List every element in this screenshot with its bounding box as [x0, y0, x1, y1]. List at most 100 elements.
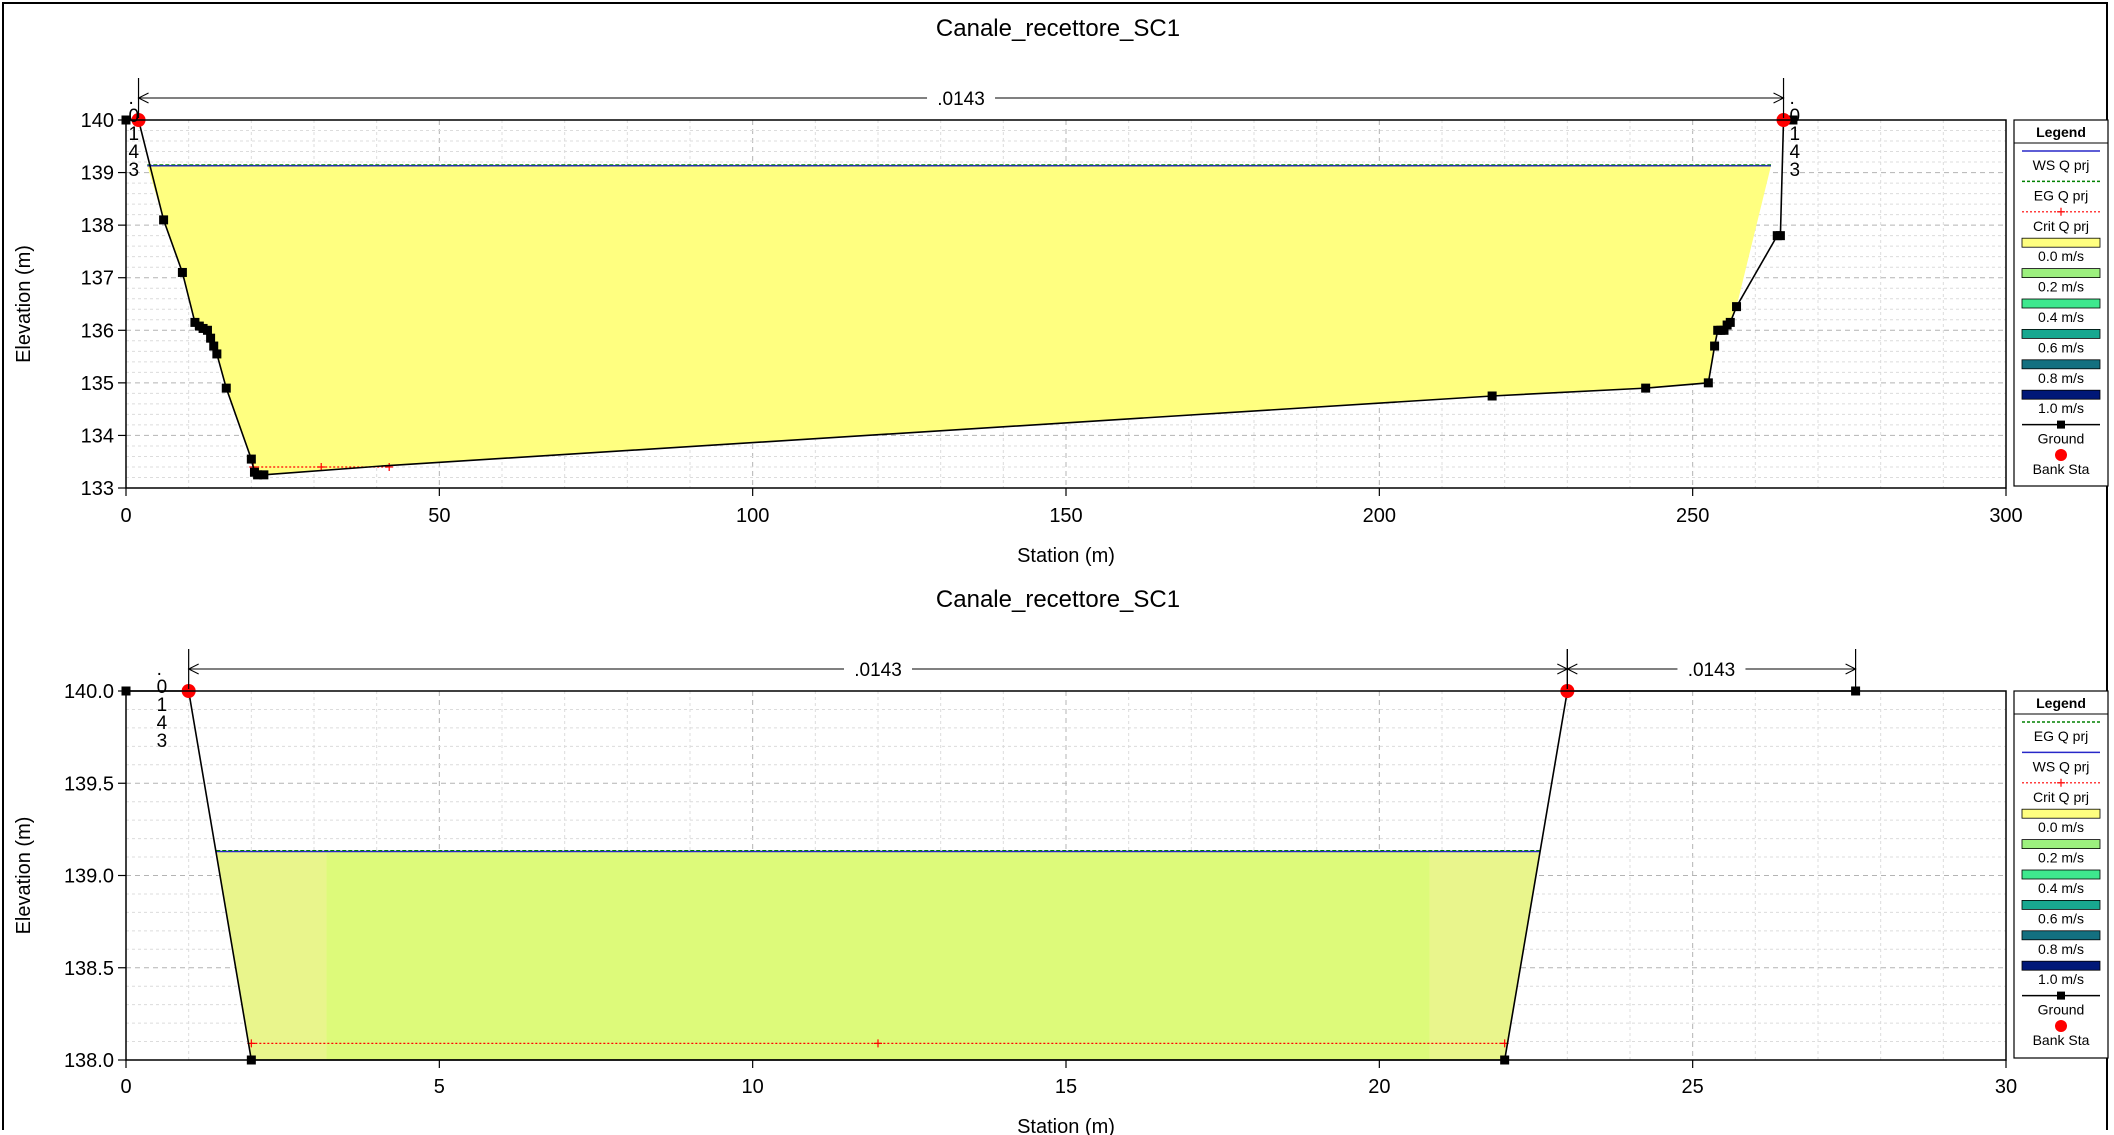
ground-point	[1703, 378, 1713, 388]
legend-item-label: 0.6 m/s	[2038, 339, 2084, 355]
bank-label-text: .	[157, 659, 162, 680]
legend-title: Legend	[2036, 124, 2086, 140]
manning-n-label: .0143	[1688, 660, 1736, 681]
x-tick-label: 100	[736, 505, 769, 527]
legend-item-label: 0.8 m/s	[2038, 370, 2084, 386]
y-tick-label: 137	[81, 268, 114, 290]
ground-point	[1719, 325, 1729, 335]
legend-color-swatch	[2021, 298, 2101, 309]
legend-item-label: 0.0 m/s	[2038, 819, 2084, 835]
legend-item-label: 0.0 m/s	[2038, 248, 2084, 264]
legend-color-swatch	[2021, 359, 2101, 370]
legend-ground-marker	[2057, 420, 2065, 429]
x-tick-label: 25	[1682, 1076, 1704, 1098]
legend-color-swatch	[2021, 389, 2101, 400]
legend-color-swatch	[2021, 268, 2101, 279]
y-tick-label: 135	[81, 373, 114, 395]
y-tick-label: 139.0	[64, 866, 114, 888]
water-area	[147, 165, 1772, 475]
bank-label-text: .	[129, 88, 134, 109]
ground-point	[212, 349, 222, 359]
x-tick-label: 0	[120, 1076, 131, 1098]
legend-bank-marker	[2055, 1020, 2067, 1032]
manning-arrow-head	[1773, 92, 1785, 104]
legend-item-label: Crit Q prj	[2033, 789, 2089, 805]
x-tick-label: 250	[1676, 505, 1709, 527]
y-tick-label: 136	[81, 320, 114, 342]
ground-point	[1775, 231, 1785, 241]
manning-n-label: .0143	[854, 660, 902, 681]
x-tick-label: 300	[1989, 505, 2022, 527]
bank-label-text: 4	[1790, 142, 1801, 163]
chart-title: Canale_recettore_SC1	[936, 586, 1180, 613]
y-tick-label: 134	[81, 425, 114, 447]
legend-item-label: WS Q prj	[2033, 758, 2090, 774]
crit-marker	[385, 462, 394, 471]
x-tick-label: 30	[1995, 1076, 2017, 1098]
y-tick-label: 140.0	[64, 681, 114, 703]
bank-label-text: .	[1790, 88, 1795, 109]
legend-item-label: 0.2 m/s	[2038, 279, 2084, 295]
legend: Legend WS Q prj EG Q prj Crit Q prj 0.0 m/s 0…	[2013, 119, 2109, 487]
manning-arrow-head	[1845, 663, 1857, 675]
y-axis-label: Elevation (m)	[13, 817, 35, 935]
ground-point	[259, 470, 269, 480]
ground-point	[159, 215, 169, 225]
ground-point	[206, 333, 216, 343]
legend-item-label: 0.8 m/s	[2038, 941, 2084, 957]
ground-point	[1732, 302, 1742, 312]
x-axis-label: Station (m)	[1017, 1116, 1115, 1135]
x-tick-label: 5	[434, 1076, 445, 1098]
legend-item-label: EG Q prj	[2034, 187, 2088, 203]
ground-point	[209, 341, 219, 351]
legend-item-label: EG Q prj	[2034, 728, 2088, 744]
bank-label-text: 4	[129, 142, 140, 163]
legend-color-swatch	[2021, 900, 2101, 910]
ground-point	[1710, 341, 1720, 351]
x-tick-label: 50	[428, 505, 450, 527]
velocity-band	[326, 851, 1430, 1060]
legend-crit-marker	[2057, 778, 2065, 787]
legend-item-label: 0.4 m/s	[2038, 880, 2084, 896]
ground-point	[1487, 391, 1497, 401]
legend-item-label: Ground	[2038, 431, 2085, 447]
legend-color-swatch	[2021, 237, 2101, 248]
x-tick-label: 150	[1049, 505, 1082, 527]
legend-crit-marker	[2057, 207, 2065, 216]
bank-label-text: 0	[1790, 106, 1801, 127]
crit-marker	[317, 462, 326, 471]
manning-arrow-head	[187, 663, 199, 675]
legend: Legend EG Q prj WS Q prj Crit Q prj 0.0 m/s 0…	[2013, 690, 2109, 1059]
bank-label-text: 1	[1790, 124, 1801, 145]
legend-bank-marker	[2055, 449, 2067, 461]
legend-item-label: Bank Sta	[2033, 461, 2090, 477]
legend-item-label: Bank Sta	[2033, 1032, 2090, 1048]
y-tick-label: 139.5	[64, 773, 114, 795]
y-tick-label: 139	[81, 163, 114, 185]
chart-title: Canale_recettore_SC1	[936, 15, 1180, 42]
ground-point	[1641, 383, 1651, 393]
legend-item-label: 0.4 m/s	[2038, 309, 2084, 325]
x-tick-label: 10	[742, 1076, 764, 1098]
ground-point	[202, 325, 212, 335]
x-tick-label: 20	[1368, 1076, 1390, 1098]
bank-label-text: 1	[157, 695, 168, 716]
bank-label-text: 3	[129, 160, 140, 181]
bank-label-text: 3	[157, 731, 168, 752]
legend-color-swatch	[2021, 328, 2101, 339]
legend-item-label: 1.0 m/s	[2038, 971, 2084, 987]
ground-point	[221, 383, 231, 393]
y-axis-label: Elevation (m)	[13, 245, 35, 363]
x-axis-label: Station (m)	[1017, 545, 1115, 567]
x-tick-label: 200	[1363, 505, 1396, 527]
bank-label-text: 0	[129, 106, 140, 127]
manning-n-label: .0143	[937, 89, 985, 110]
x-tick-label: 0	[120, 505, 131, 527]
y-tick-label: 138.5	[64, 958, 114, 980]
legend-color-swatch	[2021, 839, 2101, 849]
bank-label-text: 3	[1790, 160, 1801, 181]
bank-label-text: 0	[157, 677, 168, 698]
